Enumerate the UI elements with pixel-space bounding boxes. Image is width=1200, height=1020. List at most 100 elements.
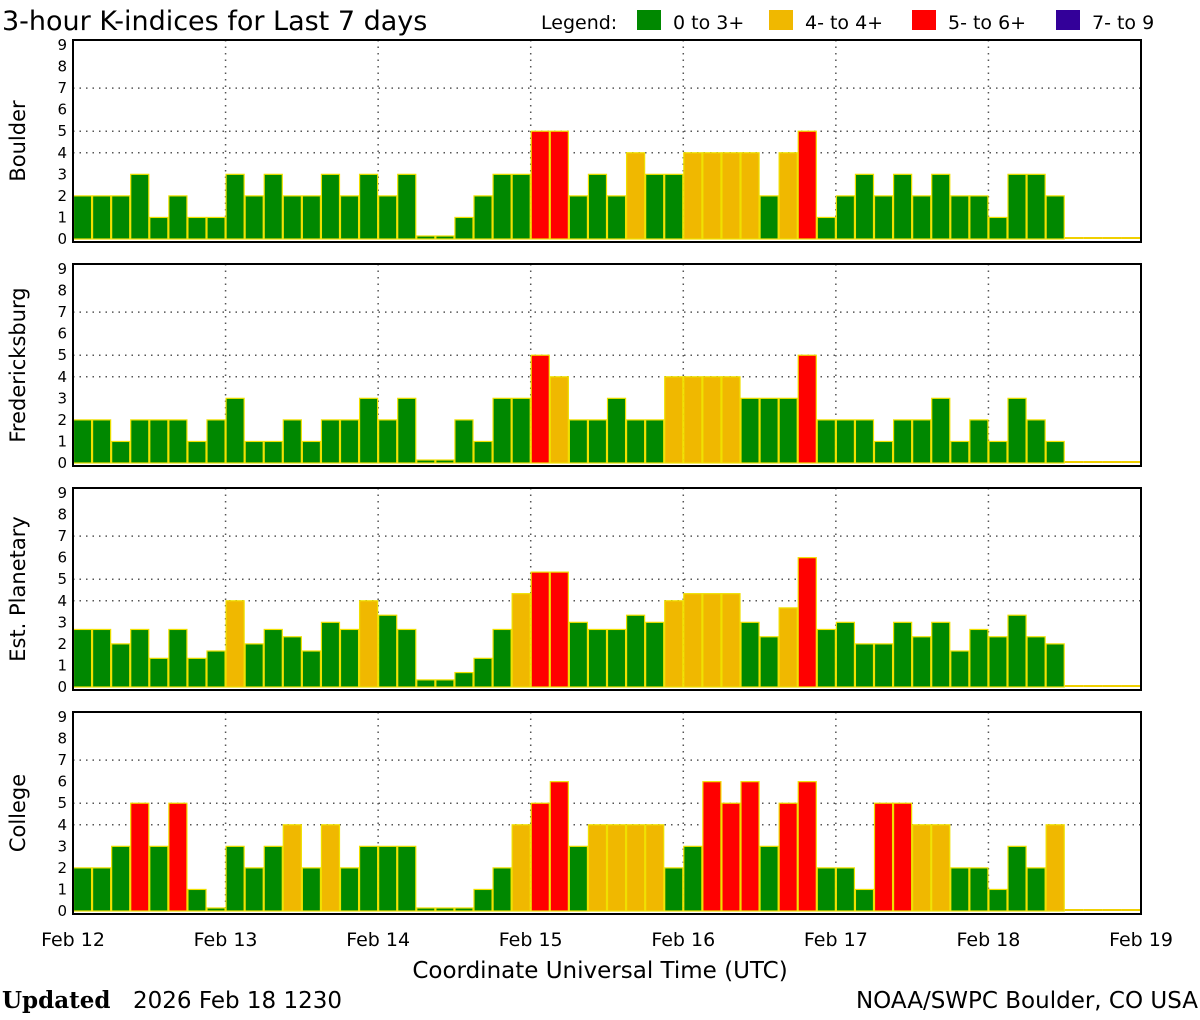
bar [72,195,93,240]
bar [149,419,169,464]
bar-missing [1083,909,1103,911]
panel-frame [72,39,1142,243]
bar [206,907,226,912]
bar [721,593,741,688]
bar [835,419,856,464]
bar [988,440,1008,464]
y-tick-label: 4 [57,144,67,162]
bar [740,781,760,912]
bar [664,600,684,688]
bar [473,440,493,464]
bar [759,845,779,912]
bar [511,593,531,688]
bar-missing [1102,237,1122,239]
y-tick-label: 6 [57,773,67,791]
y-tick-label: 0 [57,230,67,248]
bar [873,802,894,912]
x-tick-label: Feb 18 [956,929,1020,951]
y-tick-label: 4 [57,592,67,610]
legend-entry-label: 4- to 4+ [805,12,883,34]
y-tick-label: 9 [57,36,67,54]
bar [835,195,856,240]
bar [568,195,589,240]
legend-entry-label: 5- to 6+ [948,12,1026,34]
y-tick-label: 7 [57,79,67,97]
bar [454,907,474,912]
bar [740,397,760,464]
bar [111,845,131,912]
station-label: College [6,774,30,852]
bar [492,867,512,912]
bar [835,867,856,912]
bar [797,354,817,464]
bar [778,802,798,912]
bar [416,907,436,912]
y-tick-label: 1 [57,880,67,898]
bar-missing [1102,909,1122,911]
bar [530,802,550,912]
bar [549,571,569,688]
bar [721,802,741,912]
bar-missing [1083,237,1103,239]
bar [625,152,646,240]
bar [1026,636,1046,688]
bar [606,824,627,912]
bar [892,802,913,912]
bar [625,419,646,464]
bar [778,607,798,688]
y-tick-label: 2 [57,635,67,653]
bar [358,397,379,464]
y-tick-label: 3 [57,389,67,407]
bar [873,195,894,240]
bar [244,643,264,688]
bar [568,419,589,464]
bar-missing [1102,685,1122,687]
bar-missing [1083,685,1103,687]
bar [721,152,741,240]
bar [397,173,417,240]
bar [473,657,493,688]
bar [111,195,131,240]
bar [1045,643,1065,688]
bar [606,628,627,688]
y-tick-label: 1 [57,432,67,450]
x-tick-label: Feb 17 [804,929,868,951]
bar [664,173,684,240]
bar-missing [1064,237,1084,239]
y-tick-label: 5 [57,122,67,140]
bar [301,195,322,240]
legend-swatch [1056,10,1080,30]
bar [511,824,531,912]
bar [606,195,627,240]
bar [1045,824,1065,912]
bar [683,593,703,688]
bar [244,867,264,912]
bar [111,440,131,464]
updated-label: Updated [2,987,110,1014]
legend: Legend: 0 to 3+ 4- to 4+ 5- to 6+ 7- to 9 [541,10,1154,34]
bar [91,419,112,464]
bar [492,628,512,688]
bar [873,440,894,464]
y-tick-label: 4 [57,368,67,386]
bar [645,824,665,912]
bar [473,888,493,912]
y-tick-label: 0 [57,902,67,920]
bar [950,867,970,912]
bar [1007,173,1027,240]
bar [358,173,379,240]
x-tick-label: Feb 16 [651,929,715,951]
bar [1026,419,1046,464]
bar [816,867,836,912]
bar [320,621,341,688]
bar-missing [1064,461,1084,463]
bar [263,440,283,464]
bar [625,824,646,912]
bar [168,419,188,464]
bar [1007,845,1027,912]
panel-frame [72,487,1142,691]
y-tick-label: 9 [57,484,67,502]
x-tick-label: Feb 13 [194,929,258,951]
panel-frame [72,263,1142,467]
bar [320,824,341,912]
